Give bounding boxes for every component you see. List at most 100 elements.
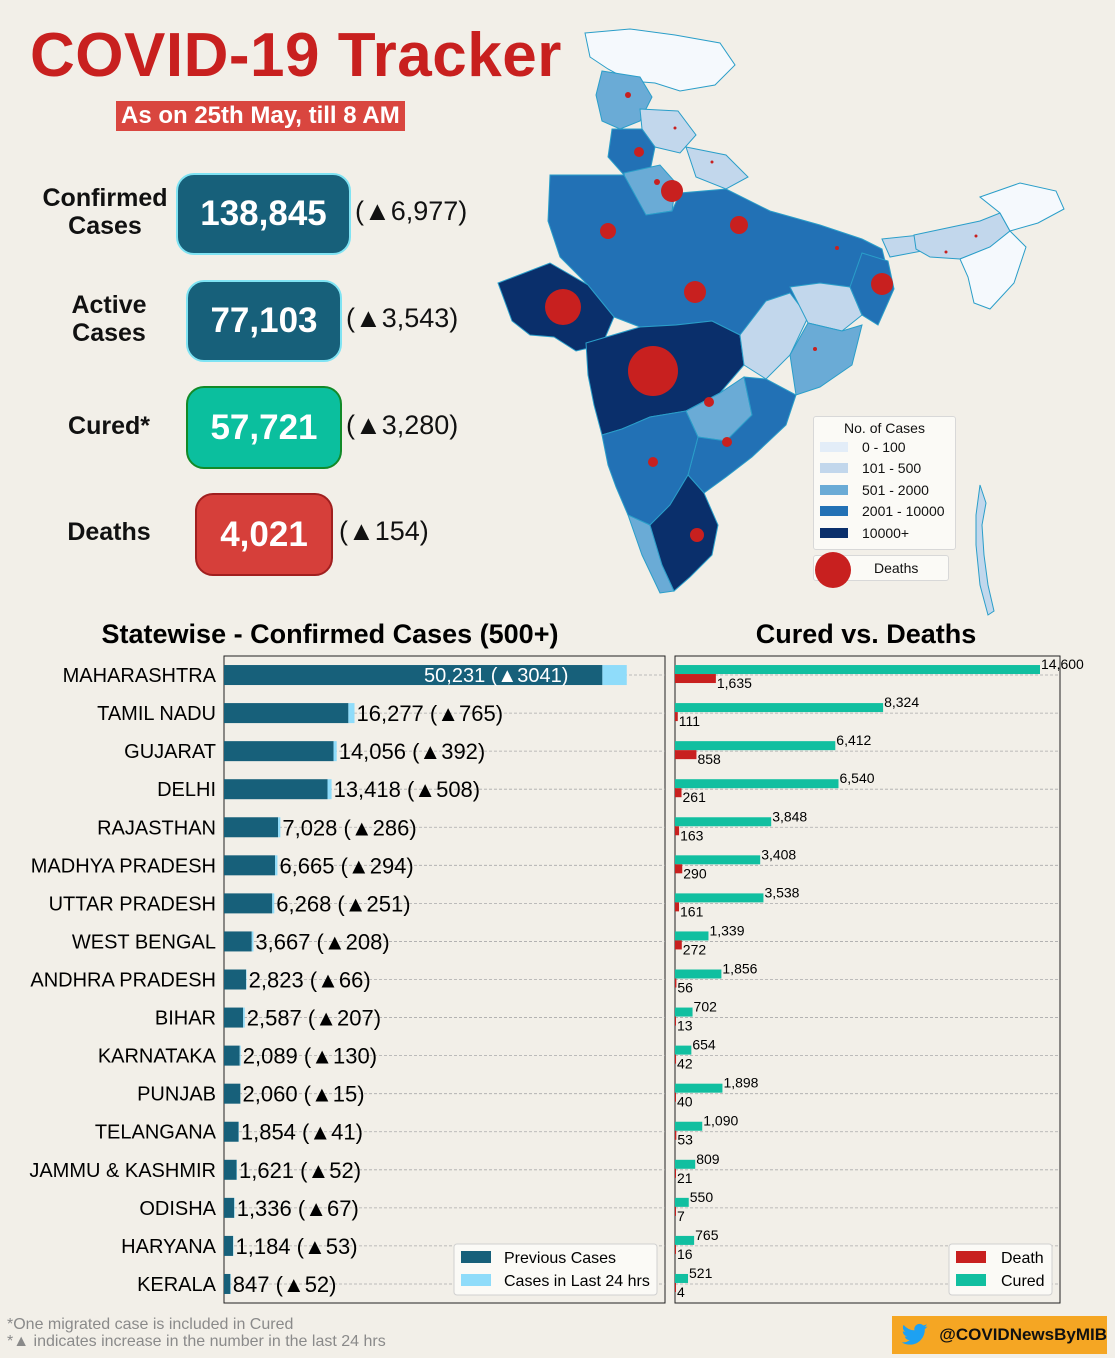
- bar-death: [675, 940, 682, 950]
- bar-previous: [224, 741, 334, 762]
- death-bubble-uttar-pradesh: [730, 216, 748, 234]
- bar-previous: [224, 893, 273, 914]
- bar-cured: [675, 855, 761, 865]
- bar-cured: [675, 1121, 703, 1131]
- bar-cured: [675, 1007, 693, 1017]
- legend-swatch-previous: [461, 1251, 491, 1263]
- category-label: PUNJAB: [137, 1084, 216, 1106]
- death-label: 858: [697, 751, 721, 767]
- bar-death: [675, 1092, 676, 1102]
- category-label: MADHYA PRADESH: [31, 855, 216, 877]
- deaths-value-box: 4,021: [195, 493, 333, 576]
- category-label: GUJARAT: [124, 741, 216, 763]
- bar-death: [675, 712, 678, 722]
- death-bubble-tamil-nadu: [690, 528, 704, 542]
- map-legend-item: 10000+: [814, 522, 955, 544]
- death-label: 21: [677, 1170, 693, 1186]
- map-legend: No. of Cases 0 - 100 101 - 500 501 - 2000 2…: [813, 416, 956, 550]
- map-legend-swatch: [820, 527, 848, 538]
- death-bubble-odisha: [813, 347, 817, 351]
- category-label: HARYANA: [121, 1236, 217, 1258]
- death-label: 161: [680, 903, 704, 919]
- legend-box: [453, 1243, 658, 1296]
- death-label: 4: [677, 1284, 685, 1300]
- bar-death: [675, 1282, 676, 1292]
- map-region-ne-states: [959, 230, 1027, 310]
- date-subtitle: As on 25th May, till 8 AM: [116, 101, 405, 131]
- category-label: KERALA: [137, 1274, 217, 1296]
- map-legend-swatch: [820, 506, 848, 517]
- footnote-migrated: *One migrated case is included in Cured: [7, 1316, 294, 1333]
- legend-label-death: Death: [1001, 1250, 1044, 1267]
- bar-cured: [675, 1083, 723, 1093]
- bar-previous: [224, 817, 279, 838]
- bar-death: [675, 1130, 677, 1140]
- cured-label: Cured*: [68, 412, 150, 440]
- cured-label: 3,848: [772, 808, 807, 824]
- map-legend-label: 0 - 100: [862, 438, 906, 455]
- bar-previous: [224, 1007, 244, 1028]
- chart-title: Statewise - Confirmed Cases (500+): [102, 619, 559, 649]
- legend-swatch-death: [956, 1251, 986, 1263]
- death-label: 111: [679, 713, 700, 729]
- active-label: Active Cases: [71, 291, 147, 347]
- category-label: KARNATAKA: [98, 1046, 217, 1068]
- map-region-uttarakhand: [685, 146, 749, 190]
- map-region-jammu-kashmir: [595, 70, 653, 130]
- data-label: 13,418 (▲508): [334, 777, 481, 802]
- category-label: DELHI: [157, 779, 216, 801]
- data-label: 2,587 (▲207): [247, 1006, 381, 1031]
- death-bubble-maharashtra: [628, 346, 678, 396]
- bar-last-24h: [272, 893, 275, 914]
- category-label: ODISHA: [139, 1198, 216, 1220]
- bar-previous: [224, 969, 247, 990]
- confirmed-value-box: 138,845: [176, 173, 351, 255]
- statewise-confirmed-chart: Statewise - Confirmed Cases (500+) MAHARA…: [29, 619, 666, 1304]
- death-bubble-karnataka: [648, 457, 658, 467]
- data-label: 2,060 (▲15): [243, 1082, 365, 1107]
- bar-death: [675, 864, 683, 874]
- map-legend-item: 501 - 2000: [814, 479, 955, 501]
- map-region-andaman: [975, 484, 995, 616]
- map-legend-swatch: [820, 463, 848, 474]
- map-legend-title: No. of Cases: [844, 420, 925, 436]
- bar-previous: [224, 1045, 240, 1066]
- bar-death: [675, 750, 697, 760]
- bar-cured: [675, 665, 1040, 675]
- chart-title: Cured vs. Deaths: [756, 619, 977, 649]
- bar-last-24h: [278, 817, 281, 838]
- map-region-arunachal: [978, 182, 1065, 232]
- map-region-tamil-nadu: [649, 474, 719, 592]
- bar-cured: [675, 817, 772, 827]
- active-value-box: 77,103: [186, 280, 342, 362]
- death-label: 1,635: [717, 675, 752, 691]
- category-label: WEST BENGAL: [72, 931, 216, 953]
- death-bubble-madhya-pradesh: [684, 281, 706, 303]
- bar-cured: [675, 703, 884, 713]
- bar-cured: [675, 1273, 689, 1283]
- bar-last-24h: [602, 665, 627, 686]
- data-label: 7,028 (▲286): [282, 815, 416, 840]
- twitter-handle-badge[interactable]: @COVIDNewsByMIB: [892, 1316, 1107, 1354]
- bar-death: [675, 1054, 677, 1064]
- bar-previous: [224, 779, 328, 800]
- death-bubble-gujarat: [545, 289, 581, 325]
- death-bubble-assam: [974, 234, 978, 238]
- death-bubble-punjab: [634, 147, 644, 157]
- death-label: 272: [683, 941, 707, 957]
- legend-label-last-24h: Cases in Last 24 hrs: [504, 1273, 650, 1290]
- bar-death: [675, 788, 682, 798]
- legend-swatch-cured: [956, 1274, 986, 1286]
- map-region-andhra: [687, 376, 797, 494]
- data-label: 50,231 (▲3041): [424, 665, 568, 687]
- cured-label: 1,090: [703, 1113, 738, 1129]
- cured-label: 1,898: [723, 1075, 758, 1091]
- bar-death: [675, 1244, 676, 1254]
- death-bubble-uttarakhand: [710, 160, 714, 164]
- page-title: COVID-19 Tracker: [30, 21, 562, 90]
- cured-label: 1,339: [709, 922, 744, 938]
- bar-previous: [224, 1159, 237, 1180]
- deaths-label: Deaths: [67, 518, 151, 546]
- bar-previous: [224, 855, 276, 876]
- category-label: RAJASTHAN: [97, 817, 216, 839]
